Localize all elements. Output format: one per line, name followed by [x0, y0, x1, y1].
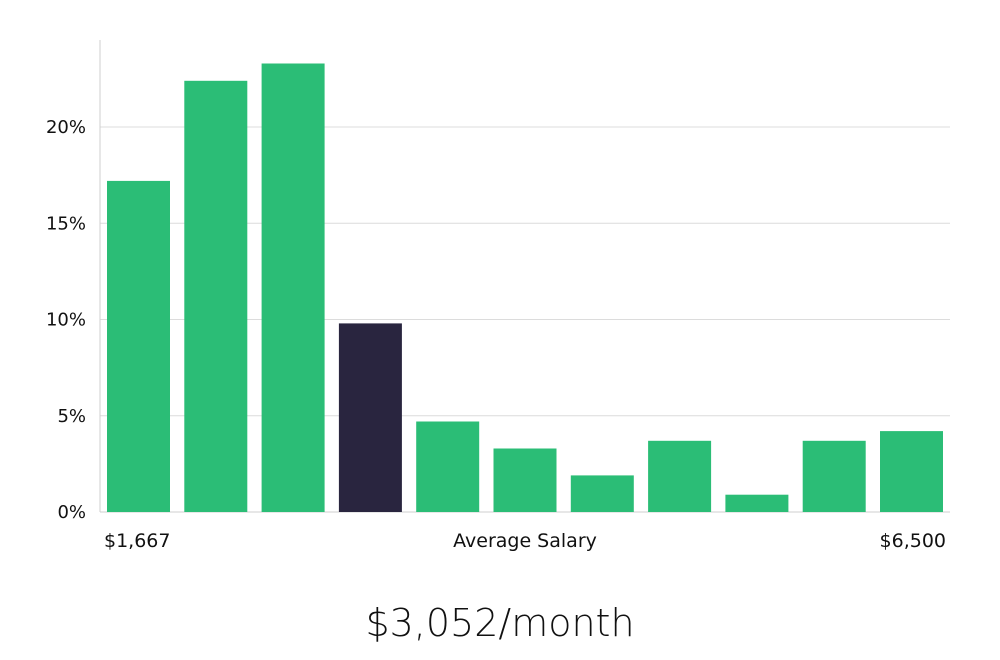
bar: [261, 63, 325, 512]
x-center-label: Average Salary: [453, 530, 597, 552]
y-tick-label: 15%: [46, 213, 86, 234]
bar: [107, 180, 170, 512]
bar: [880, 431, 943, 512]
bar: [648, 440, 712, 512]
x-max-label: $6,500: [880, 530, 946, 552]
y-tick-label: 5%: [57, 406, 86, 427]
bars: [107, 63, 943, 513]
y-tick-label: 10%: [46, 310, 86, 331]
bar: [725, 494, 789, 512]
bar-highlighted: [338, 323, 402, 512]
bar: [184, 80, 248, 513]
bar: [570, 475, 634, 512]
salary-histogram: 0% 5% 10% 15% 20% $1,667 Average Salary $6,5…: [46, 40, 950, 552]
bar: [416, 421, 480, 512]
y-tick-labels: 0% 5% 10% 15% 20%: [46, 117, 86, 523]
bar: [493, 448, 557, 512]
y-tick-label: 20%: [46, 117, 86, 138]
x-min-label: $1,667: [104, 530, 170, 552]
y-tick-label: 0%: [57, 502, 86, 523]
average-salary-headline: $3,052/month: [365, 601, 635, 645]
bar: [802, 440, 866, 512]
